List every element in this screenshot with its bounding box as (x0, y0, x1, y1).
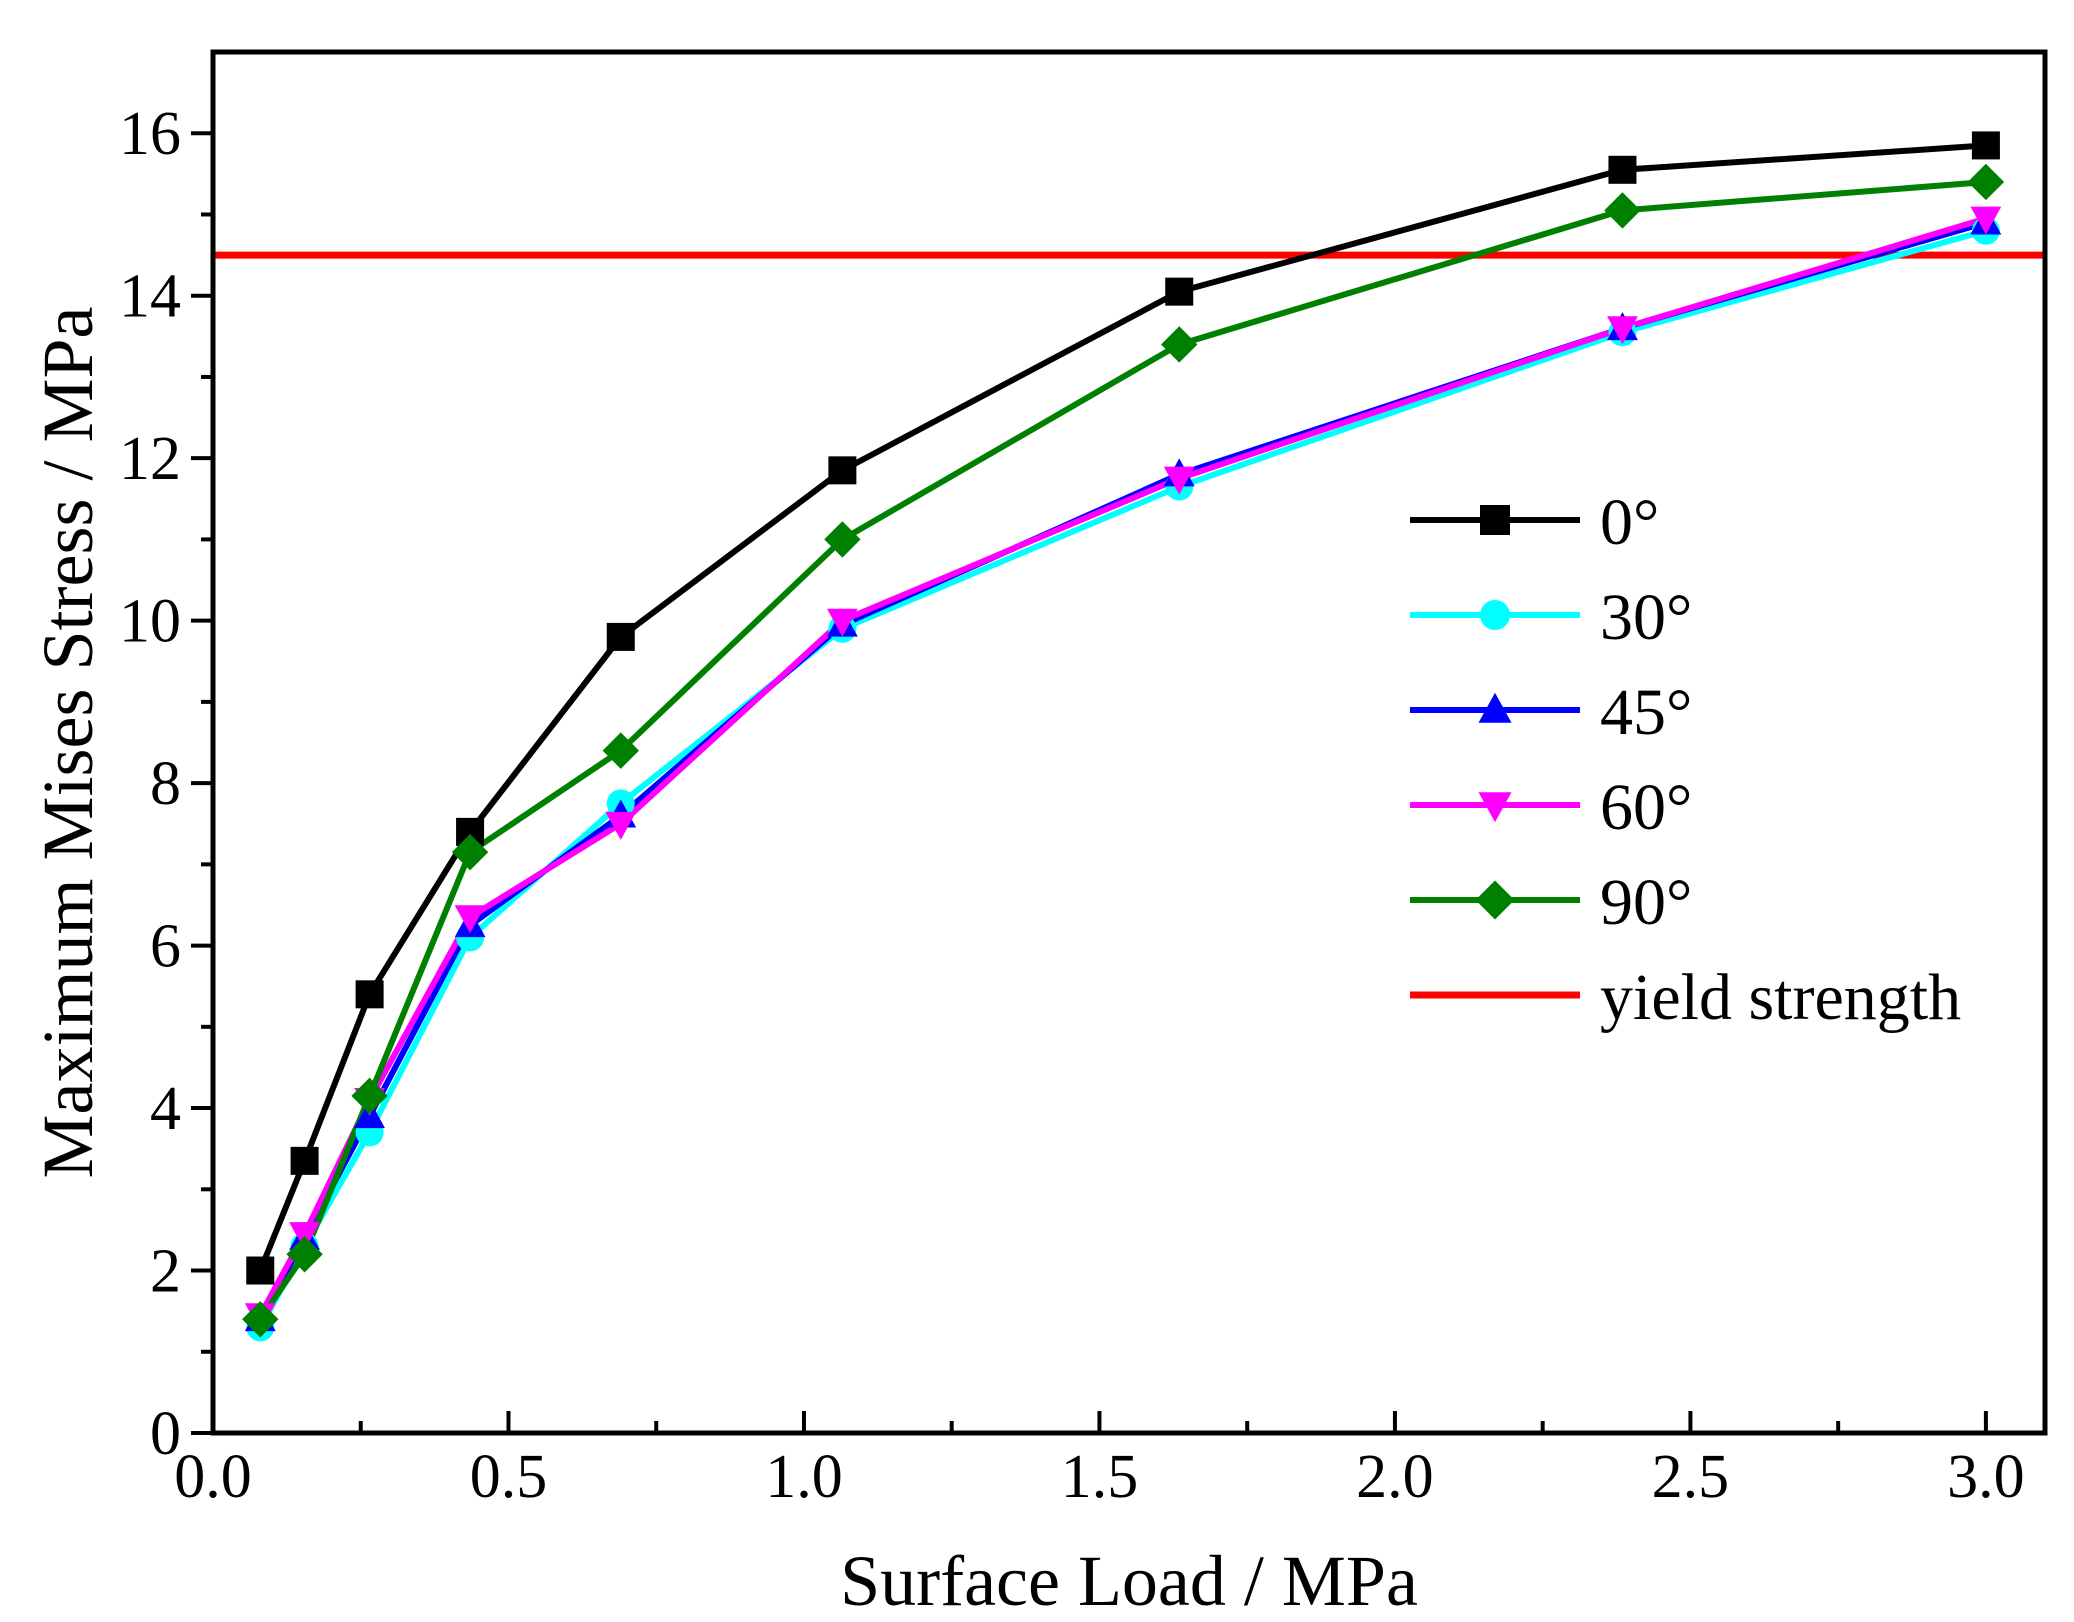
x-tick-label: 0.5 (470, 1443, 548, 1511)
circle-marker (1480, 600, 1510, 630)
x-tick-label: 0.0 (174, 1443, 252, 1511)
y-tick-label: 2 (150, 1238, 181, 1306)
plot-data (213, 131, 2045, 1342)
legend-label: yield strength (1600, 961, 1961, 1034)
y-axis-title: Maximum Mises Stress / MPa (28, 306, 108, 1178)
square-marker (828, 456, 857, 485)
diamond-marker (242, 1301, 279, 1338)
square-marker (606, 622, 635, 651)
triangle-down-marker (1970, 206, 2002, 235)
diamond-marker (1475, 880, 1515, 920)
y-tick-label: 12 (119, 425, 181, 493)
diamond-marker (351, 1077, 388, 1115)
diamond-marker (824, 521, 861, 558)
y-axis-ticks: 0 2 4 6 8 10 12 14 16 (119, 100, 213, 1468)
triangle-down-marker (1163, 466, 1195, 495)
legend-label: 0° (1600, 486, 1659, 559)
y-tick-label: 0 (150, 1400, 181, 1468)
triangle-down-marker (605, 811, 637, 840)
plot-frame (210, 49, 2048, 1436)
square-marker (1971, 131, 2000, 160)
square-marker (246, 1256, 275, 1285)
legend-label: 30° (1600, 581, 1692, 654)
triangle-down-marker (454, 905, 486, 934)
legend: 0° 30° 45° 60° 90° yield strength (1410, 486, 1961, 1034)
x-axis-ticks: 0.0 0.5 1.0 1.5 2.0 2.5 3.0 (174, 1411, 2025, 1511)
x-tick-label: 1.0 (765, 1443, 843, 1511)
square-marker (355, 980, 384, 1009)
triangle-down-marker (289, 1222, 320, 1251)
diamond-marker (1161, 326, 1198, 363)
diamond-marker (1604, 192, 1641, 229)
square-marker (1165, 277, 1194, 306)
legend-label: 90° (1600, 866, 1692, 939)
x-tick-label: 2.5 (1652, 1443, 1730, 1511)
triangle-up-marker (1478, 692, 1512, 723)
diamond-marker (602, 732, 639, 769)
y-tick-label: 4 (150, 1075, 181, 1143)
y-tick-label: 10 (119, 588, 181, 656)
square-marker (1608, 155, 1637, 184)
y-tick-label: 6 (150, 913, 181, 981)
diamond-marker (286, 1236, 323, 1273)
square-marker (290, 1146, 319, 1175)
y-tick-label: 8 (150, 750, 181, 818)
y-tick-label: 14 (119, 263, 181, 331)
x-tick-label: 2.0 (1356, 1443, 1434, 1511)
x-tick-label: 3.0 (1947, 1443, 2025, 1511)
diamond-marker (451, 833, 489, 871)
legend-label: 60° (1600, 771, 1692, 844)
x-axis-title: Surface Load / MPa (840, 1541, 1418, 1621)
legend-label: 45° (1600, 676, 1692, 749)
triangle-down-marker (826, 608, 858, 637)
x-tick-label: 1.5 (1061, 1443, 1139, 1511)
triangle-down-marker (1478, 792, 1512, 823)
diamond-marker (1967, 163, 2005, 201)
triangle-down-marker (1607, 316, 1638, 345)
square-marker (1480, 505, 1510, 535)
y-tick-label: 16 (119, 100, 181, 168)
